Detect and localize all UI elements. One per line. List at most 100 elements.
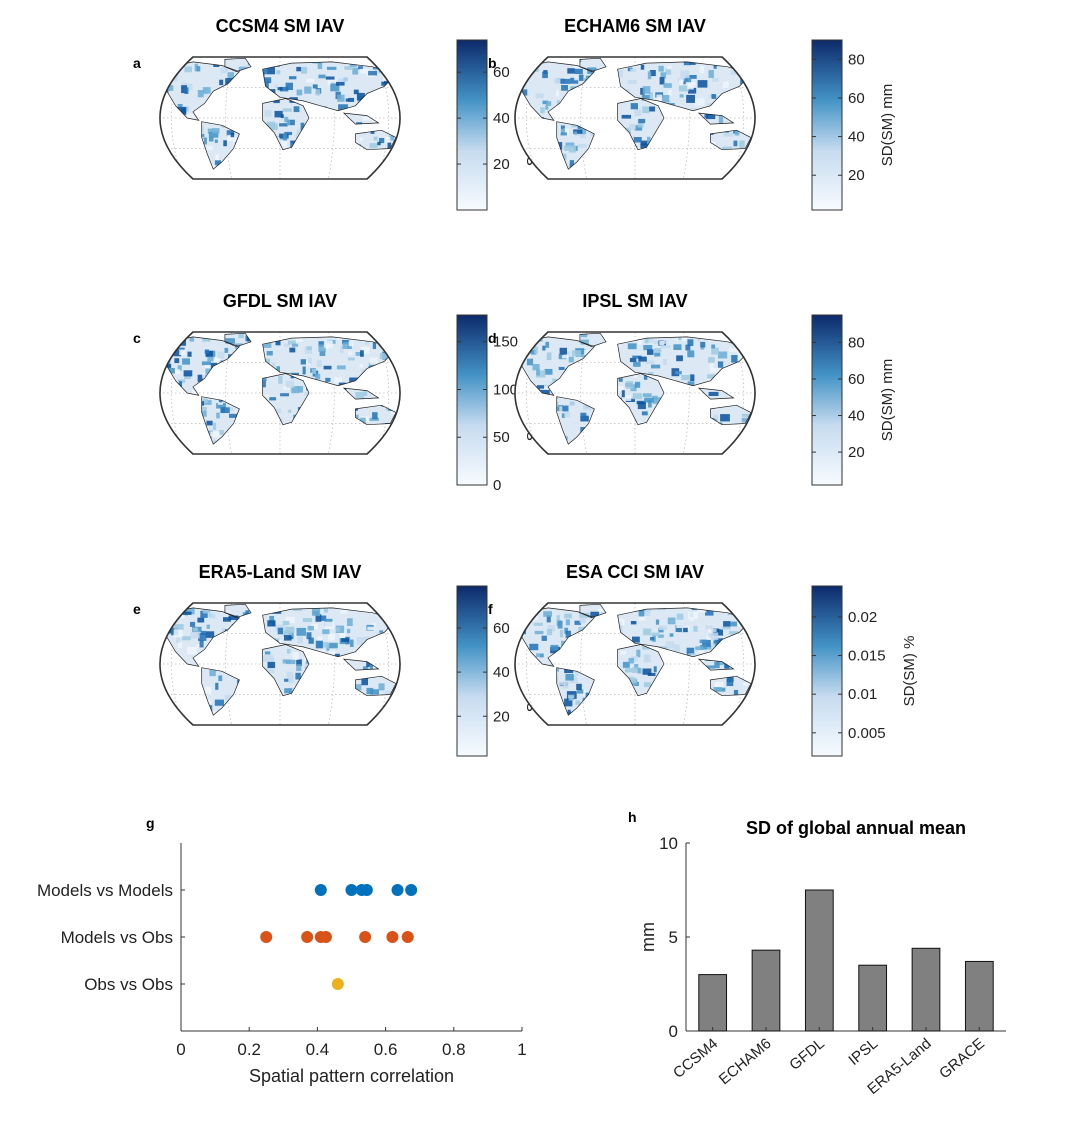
sm-cell [779,84,787,91]
sm-cell [141,661,147,668]
sm-cell [329,642,338,649]
colorbar-tick-label: 20 [848,444,865,461]
sm-cell [165,445,173,450]
sm-cell [415,176,422,182]
sm-cell [381,81,389,86]
sm-cell [679,79,684,86]
sm-cell [545,101,552,106]
sm-cell [145,433,150,440]
sm-cell [409,175,418,179]
sm-cell [514,433,522,440]
sm-cell [761,430,767,434]
sm-cell [166,342,174,348]
map-frame [159,602,401,726]
colorbar-tick-label: 40 [493,664,510,681]
sm-cell [385,136,391,144]
sm-cell [401,81,405,87]
colorbar-tick-label: 40 [848,408,865,425]
sm-cell [182,611,192,615]
sm-cell [145,78,153,82]
map-panels: CCSM4 SM IAVa204060SD(SM) mmECHAM6 SM IA… [133,16,918,757]
sm-cell [145,138,151,142]
sm-cell [379,352,390,360]
sm-cell [524,609,531,614]
sm-cell [497,612,506,618]
panel-letter: c [133,330,141,346]
sm-cell [179,381,182,388]
sm-cell [491,92,495,97]
sm-cell [160,615,164,620]
sm-cell [404,688,414,692]
sm-cell [759,698,768,703]
sm-cell [397,149,406,157]
sm-cell [420,619,429,627]
sm-cell [395,365,396,373]
sm-cell [761,87,765,95]
sm-cell [380,166,386,170]
sm-cell [665,641,675,649]
sm-cell [745,170,750,176]
sm-cell [758,169,764,174]
sm-cell [681,375,691,381]
sm-cell [142,606,145,613]
sm-cell [661,95,670,103]
sm-cell [726,678,734,687]
sm-cell [533,622,543,626]
sm-cell [636,649,641,658]
sm-cell [397,172,404,176]
sm-cell [722,81,729,88]
sm-cell [408,627,415,632]
sm-cell [161,416,165,422]
sm-cell [769,60,775,68]
sm-cell [527,451,535,458]
sm-cell [403,119,408,125]
sm-cell [200,610,208,618]
sm-cell [393,146,396,150]
panel-letter: g [146,815,155,831]
scatter-point [345,884,358,896]
sm-cell [683,61,691,66]
sm-cell [367,626,375,631]
sm-cell [544,368,553,375]
sm-cell [245,610,250,615]
sm-cell [340,606,348,614]
sm-cell [750,714,751,716]
sm-cell [422,660,431,665]
sm-cell [634,109,642,117]
coastline [224,603,252,618]
sm-cell [356,637,365,645]
map-title: IPSL SM IAV [582,291,687,311]
coastline [201,667,240,716]
sm-cell [342,339,351,345]
sm-cell [420,115,427,122]
sm-cell [141,85,151,91]
sm-cell [573,131,577,135]
sm-cell [763,669,772,676]
sm-cell [688,87,697,94]
category-label: GFDL [786,1035,828,1074]
sm-cell [779,141,788,145]
sm-cell [401,146,410,149]
sm-cell [697,335,701,342]
sm-cell [514,149,516,155]
map-frame [514,56,756,180]
sm-cell [656,94,662,102]
sm-cell [411,394,418,400]
sm-cell [381,616,389,619]
sm-cell [636,400,646,405]
sm-cell [214,139,218,143]
sm-cell [136,661,140,669]
sm-cell [768,442,773,448]
sm-cell [579,617,586,624]
sm-cell [641,94,650,101]
sm-cell [504,359,511,366]
sm-cell [382,723,391,729]
sm-cell [686,94,695,103]
sm-cell [637,340,642,346]
sm-cell [768,680,772,686]
sm-cell [775,400,781,407]
sm-cell [521,334,525,342]
sm-cell [565,630,571,638]
panel-letter: f [488,601,493,617]
